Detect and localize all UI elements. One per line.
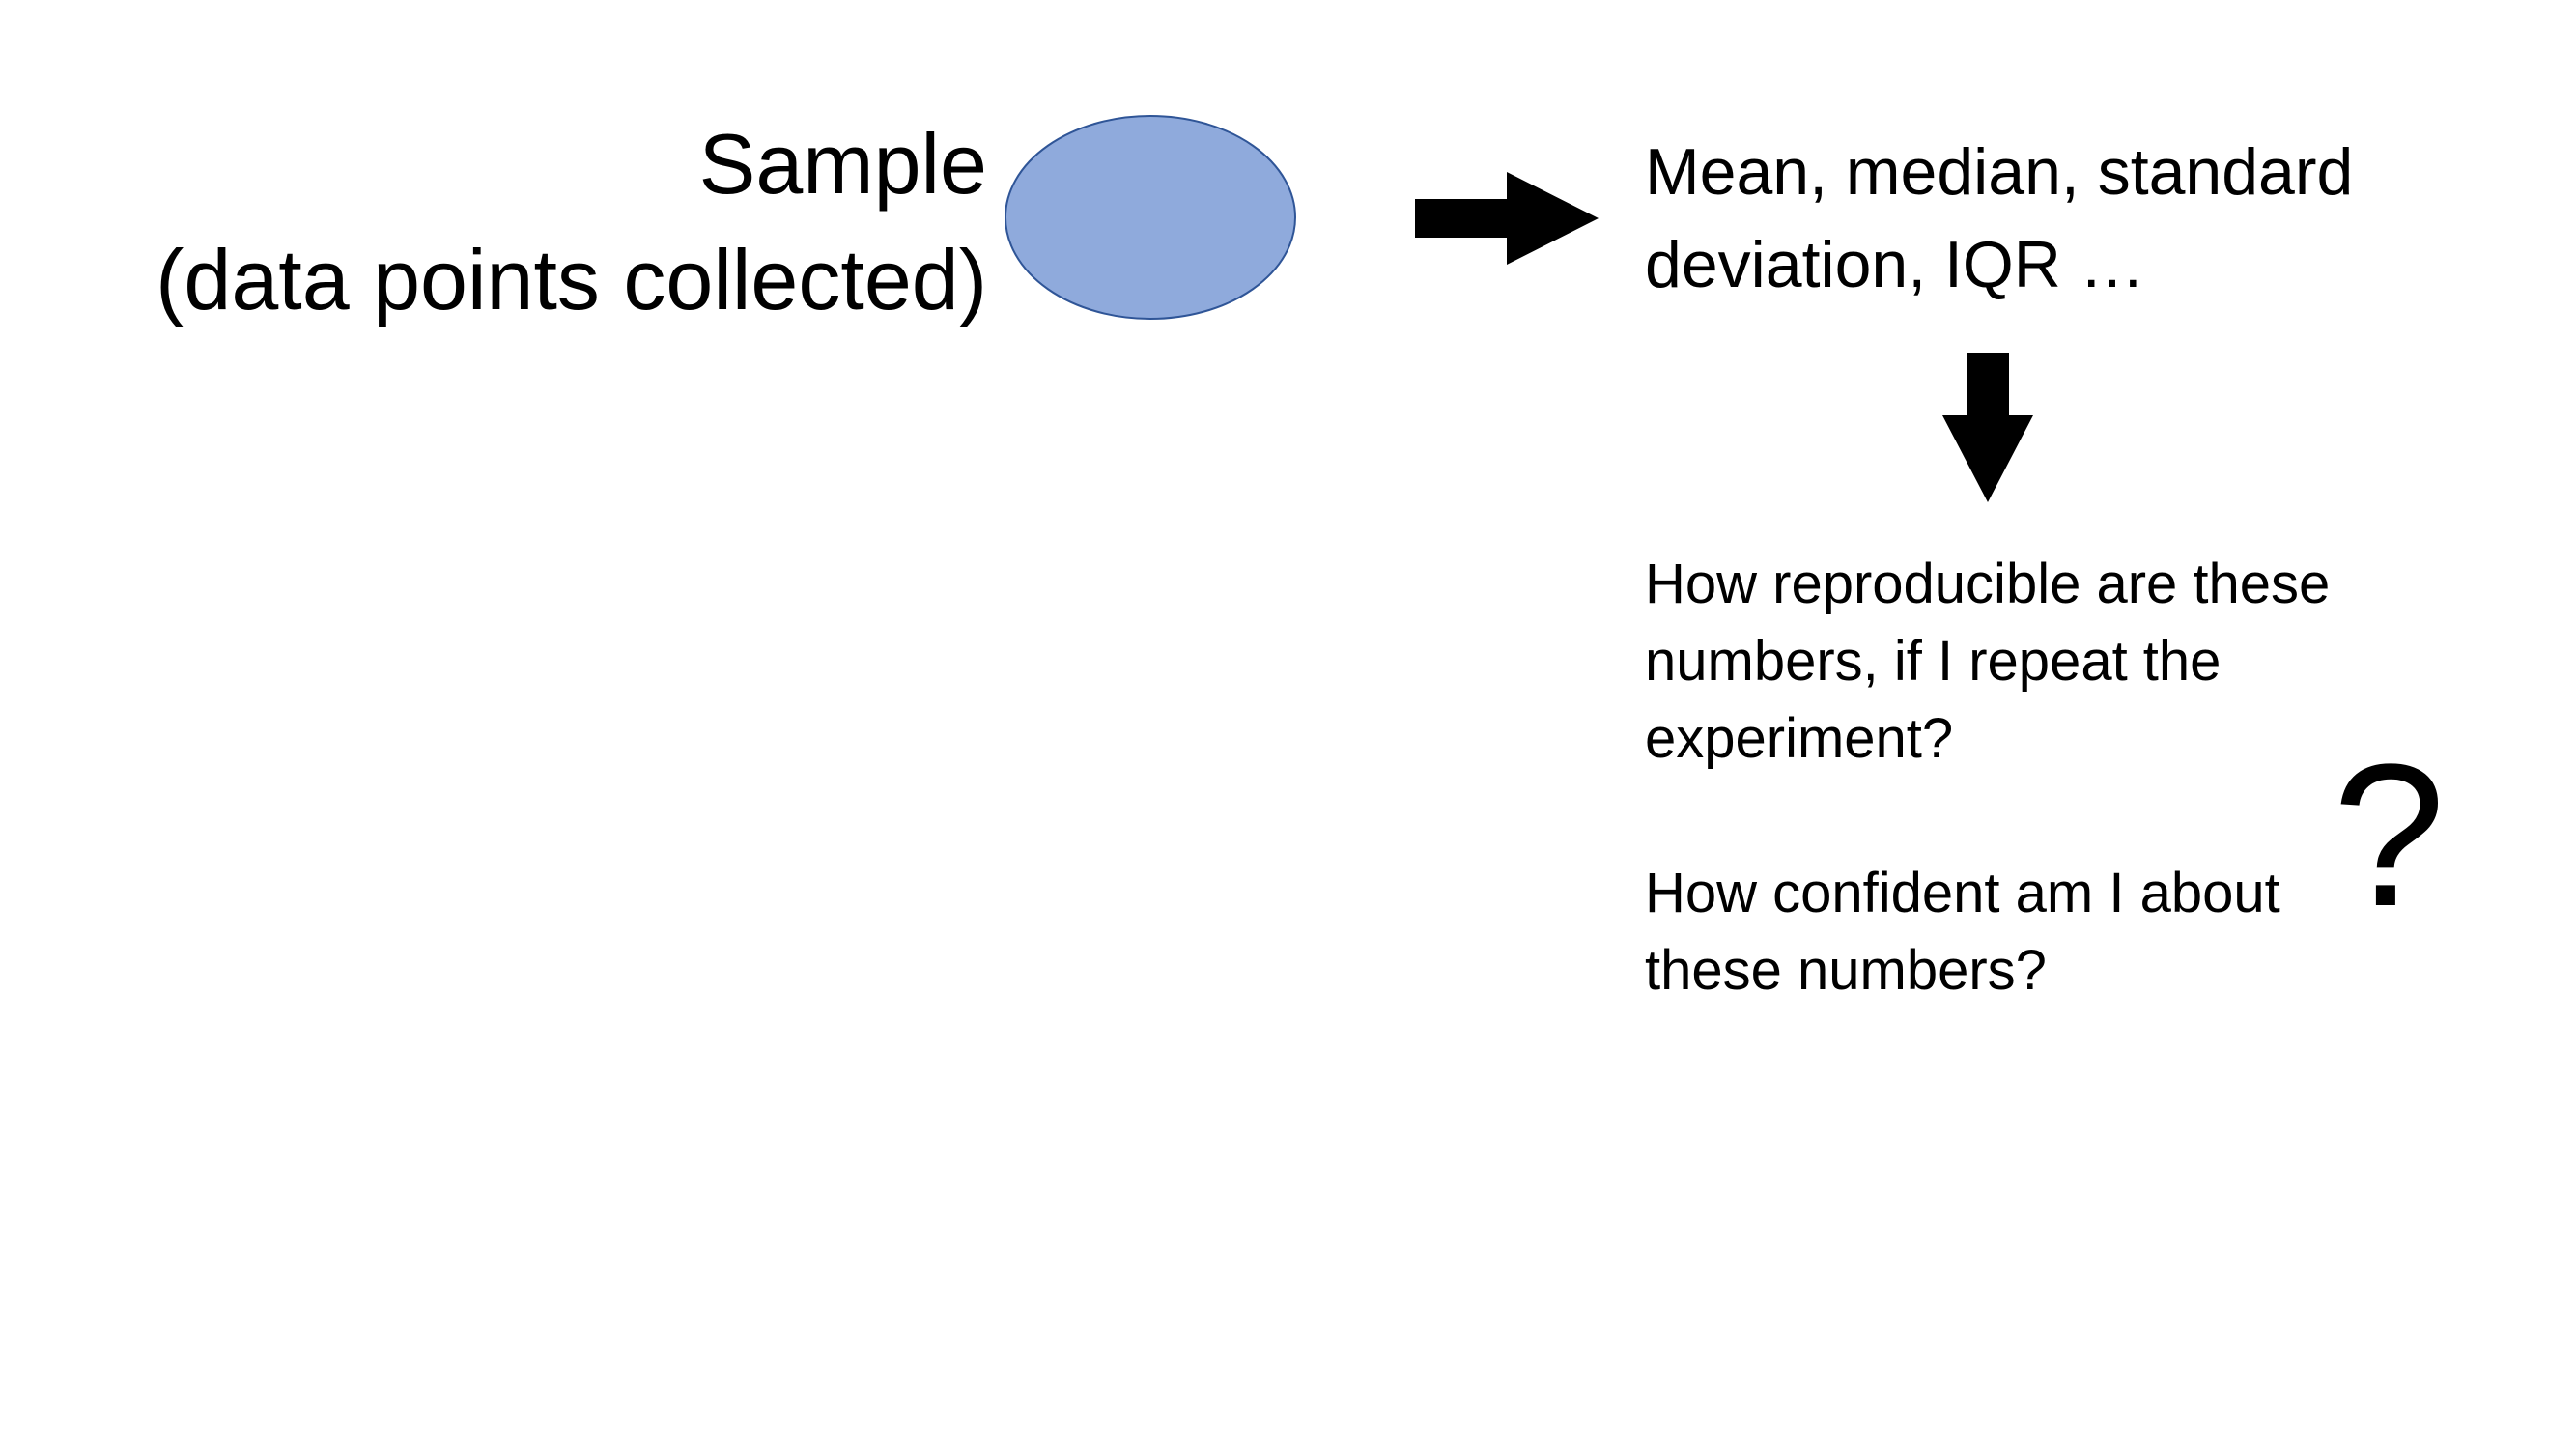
- statistics-line-2: deviation, IQR …: [1645, 228, 2145, 301]
- question-1-line-1: How reproducible are these: [1645, 553, 2331, 615]
- sample-ellipse: [1005, 115, 1296, 320]
- question-1-line-2: numbers, if I repeat the: [1645, 630, 2222, 693]
- question-mark: ?: [2333, 722, 2446, 949]
- sample-ellipse-shape: [1005, 115, 1296, 320]
- question-2-line-2: these numbers?: [1645, 939, 2047, 1002]
- question-1-line-3: experiment?: [1645, 707, 1954, 770]
- statistics-line-1: Mean, median, standard: [1645, 135, 2354, 209]
- question-2-line-1: How confident am I about: [1645, 862, 2280, 924]
- sample-title: Sample: [698, 116, 987, 212]
- sample-subtitle: (data points collected): [156, 232, 987, 327]
- arrow-down-icon: [1942, 353, 2033, 502]
- arrow-right-icon: [1415, 172, 1599, 265]
- arrow-right-shape: [1415, 172, 1599, 265]
- statistics-text: Mean, median, standard deviation, IQR …: [1645, 126, 2514, 311]
- arrow-down-shape: [1942, 353, 2033, 502]
- sample-label: Sample (data points collected): [58, 106, 987, 338]
- questions-text: How reproducible are these numbers, if I…: [1645, 546, 2476, 1009]
